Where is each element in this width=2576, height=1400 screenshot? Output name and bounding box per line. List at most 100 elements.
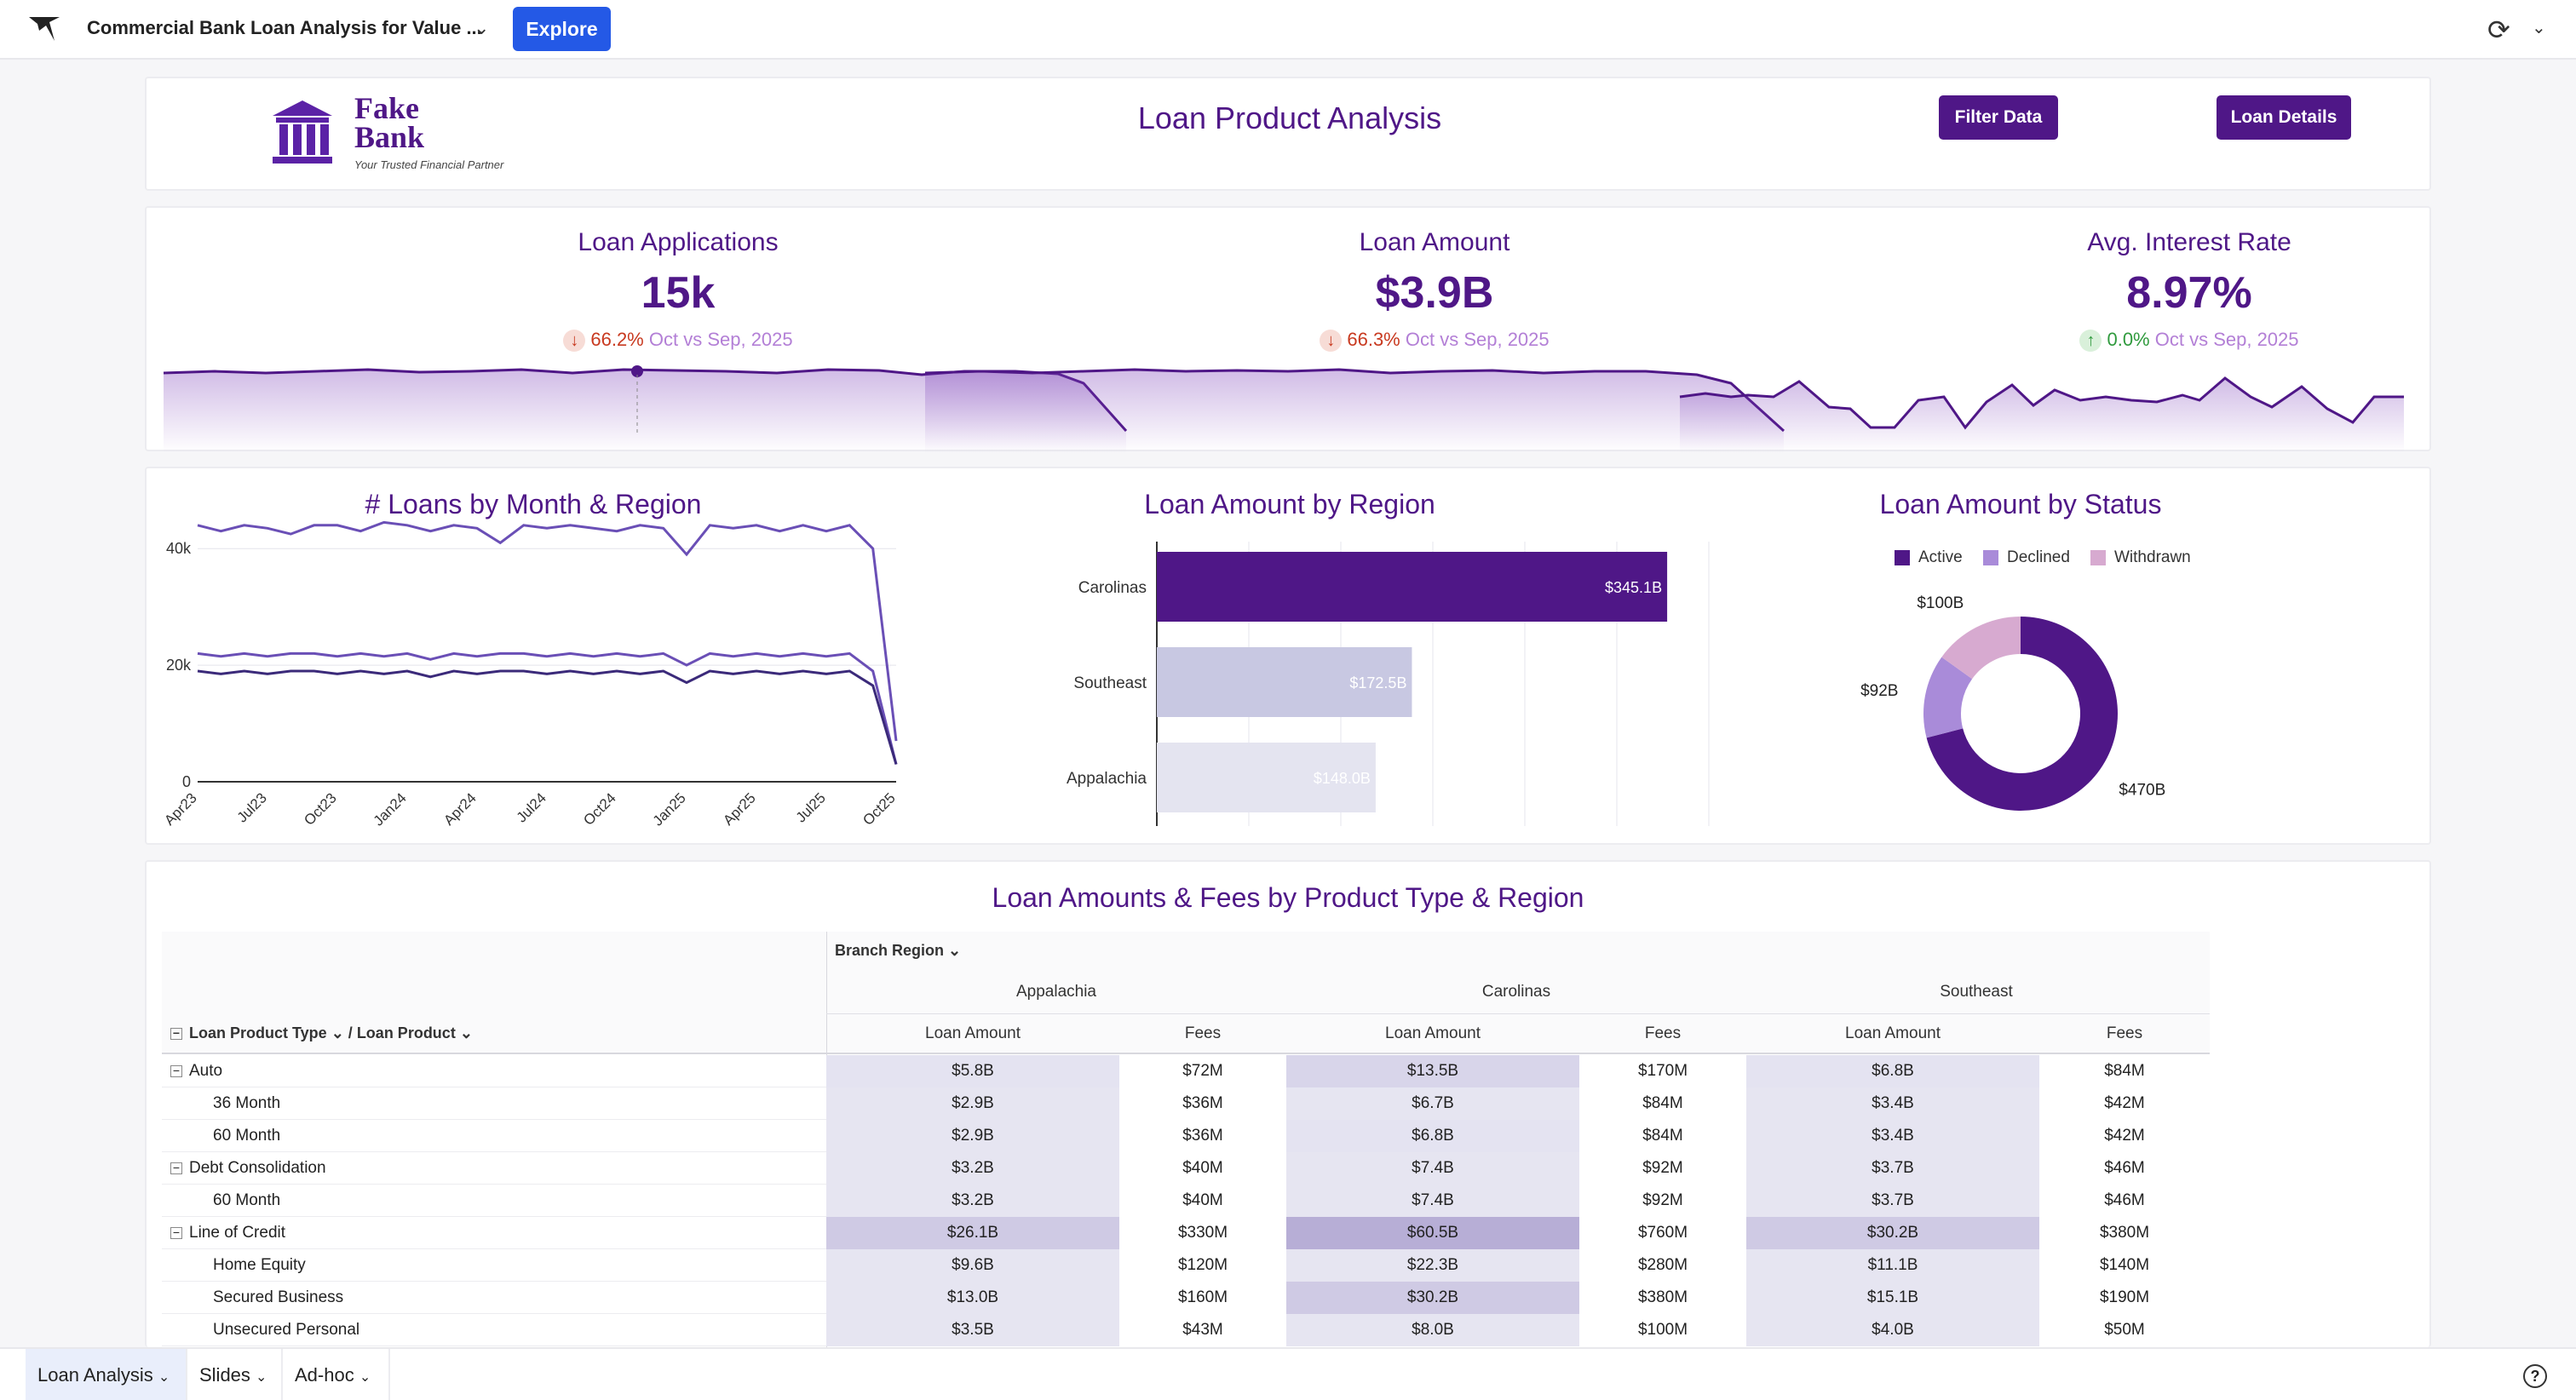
table-cell[interactable]: $36M (1119, 1087, 1286, 1120)
table-cell[interactable]: $760M (1579, 1217, 1746, 1249)
row-label[interactable]: − Line of Credit (170, 1217, 285, 1249)
table-cell[interactable]: $7.4B (1286, 1152, 1579, 1185)
data-label: $470B (2119, 781, 2165, 799)
table-cell[interactable]: $2.9B (826, 1087, 1119, 1120)
app-logo-icon[interactable] (26, 12, 63, 46)
chevron-down-icon[interactable]: ⌄ (474, 17, 490, 38)
collapse-icon[interactable]: − (170, 1162, 182, 1174)
collapse-icon[interactable]: − (170, 1226, 182, 1239)
kpi-sparkline-area (1680, 378, 2404, 453)
table-cell[interactable]: $3.7B (1746, 1152, 2039, 1185)
table-cell[interactable]: $380M (1579, 1282, 1746, 1314)
table-cell[interactable]: $7.4B (1286, 1185, 1579, 1217)
table-cell[interactable]: $26.1B (826, 1217, 1119, 1249)
table-cell[interactable]: $3.4B (1746, 1120, 2039, 1152)
table-cell[interactable]: $190M (2039, 1282, 2210, 1314)
table-cell[interactable]: $6.7B (1286, 1087, 1579, 1120)
row-label[interactable]: Home Equity (213, 1256, 306, 1274)
kpi-title: Loan Applications (578, 228, 779, 256)
legend-item-withdrawn[interactable]: Withdrawn (2090, 548, 2191, 567)
kpi-change: ↓ 66.2% Oct vs Sep, 2025 (380, 329, 976, 353)
row-header-product-type[interactable]: − Loan Product Type ⌄ / Loan Product ⌄ (170, 1024, 473, 1042)
table-cell[interactable]: $13.5B (1286, 1055, 1579, 1087)
tab-loan-analysis[interactable]: Loan Analysis ⌄ (26, 1349, 187, 1400)
collapse-icon[interactable]: − (170, 1027, 182, 1041)
legend-item-declined[interactable]: Declined (1983, 548, 2070, 567)
table-cell[interactable]: $43M (1119, 1314, 1286, 1346)
table-cell[interactable]: $15.1B (1746, 1282, 2039, 1314)
column-group-header[interactable]: Branch Region ⌄ (835, 942, 962, 959)
legend-item-active[interactable]: Active (1895, 548, 1963, 567)
region-bar-chart[interactable]: Carolinas $345.1B Southeast $172.5B Appalach… (913, 468, 1765, 846)
table-cell[interactable]: $30.2B (1746, 1217, 2039, 1249)
row-label[interactable]: Unsecured Personal (213, 1321, 360, 1339)
kpi-sparkline-line (1679, 376, 2404, 430)
table-cell[interactable]: $380M (2039, 1217, 2210, 1249)
table-cell[interactable]: $170M (1579, 1055, 1746, 1087)
refresh-icon[interactable]: ⟳ (2487, 14, 2510, 45)
table-cell[interactable]: $140M (2039, 1249, 2210, 1282)
chart-title: # Loans by Month & Region (365, 489, 702, 519)
tab-ad-hoc[interactable]: Ad-hoc ⌄ (283, 1349, 390, 1400)
loans-line-chart[interactable]: 0 20k 40k Apr23 Jul23 Oct23 Jan24 Apr24 Jul24 Oct… (147, 468, 913, 846)
table-cell[interactable]: $46M (2039, 1185, 2210, 1217)
kpi-value: $3.9B (1375, 268, 1494, 318)
table-cell[interactable]: $84M (1579, 1120, 1746, 1152)
table-cell[interactable]: $84M (1579, 1087, 1746, 1120)
table-cell[interactable]: $50M (2039, 1314, 2210, 1346)
explore-button[interactable]: Explore (513, 7, 611, 51)
table-cell[interactable]: $13.0B (826, 1282, 1119, 1314)
row-label[interactable]: 60 Month (213, 1191, 281, 1209)
table-cell[interactable]: $72M (1119, 1055, 1286, 1087)
region-header: Appalachia (1015, 983, 1097, 1001)
table-cell[interactable]: $40M (1119, 1185, 1286, 1217)
table-cell[interactable]: $4.0B (1746, 1314, 2039, 1346)
table-cell[interactable]: $8.0B (1286, 1314, 1579, 1346)
loan-details-button[interactable]: Loan Details (2217, 95, 2351, 140)
table-cell[interactable]: $30.2B (1286, 1282, 1579, 1314)
row-label[interactable]: 60 Month (213, 1127, 281, 1145)
row-label[interactable]: 36 Month (213, 1094, 281, 1112)
table-cell[interactable]: $46M (2039, 1152, 2210, 1185)
table-cell[interactable]: $120M (1119, 1249, 1286, 1282)
table-cell[interactable]: $42M (2039, 1087, 2210, 1120)
table-cell[interactable]: $40M (1119, 1152, 1286, 1185)
tab-slides[interactable]: Slides ⌄ (187, 1349, 283, 1400)
table-cell[interactable]: $22.3B (1286, 1249, 1579, 1282)
table-cell[interactable]: $100M (1579, 1314, 1746, 1346)
measure-header: Fees (2106, 1024, 2143, 1042)
table-cell[interactable]: $3.5B (826, 1314, 1119, 1346)
table-cell[interactable]: $3.4B (1746, 1087, 2039, 1120)
table-cell[interactable]: $6.8B (1746, 1055, 2039, 1087)
row-label[interactable]: − Debt Consolidation (170, 1152, 326, 1185)
help-icon[interactable]: ? (2523, 1364, 2547, 1388)
kpi-title: Loan Amount (1359, 228, 1510, 256)
table-cell[interactable]: $9.6B (826, 1249, 1119, 1282)
filter-data-button[interactable]: Filter Data (1939, 95, 2058, 140)
table-cell[interactable]: $280M (1579, 1249, 1746, 1282)
table-cell[interactable]: $11.1B (1746, 1249, 2039, 1282)
table-cell[interactable]: $160M (1119, 1282, 1286, 1314)
chevron-down-icon[interactable]: ⌄ (2532, 19, 2546, 37)
table-cell[interactable]: $5.8B (826, 1055, 1119, 1087)
table-cell[interactable]: $330M (1119, 1217, 1286, 1249)
table-cell[interactable]: $36M (1119, 1120, 1286, 1152)
table-cell[interactable]: $3.7B (1746, 1185, 2039, 1217)
collapse-icon[interactable]: − (170, 1064, 182, 1077)
table-cell[interactable]: $6.8B (1286, 1120, 1579, 1152)
table-cell[interactable]: $42M (2039, 1120, 2210, 1152)
table-cell[interactable]: $3.2B (826, 1185, 1119, 1217)
measure-header: Loan Amount (925, 1024, 1021, 1042)
chevron-down-icon[interactable]: ⌄ (948, 942, 962, 959)
row-label[interactable]: Secured Business (213, 1288, 344, 1306)
table-cell[interactable]: $2.9B (826, 1120, 1119, 1152)
status-donut-chart[interactable]: $470B $92B $100B (1850, 588, 2191, 843)
x-tick-label: Jul23 (234, 789, 270, 825)
row-label[interactable]: − Auto (170, 1055, 222, 1087)
table-cell[interactable]: $92M (1579, 1152, 1746, 1185)
table-cell[interactable]: $84M (2039, 1055, 2210, 1087)
workbook-title[interactable]: Commercial Bank Loan Analysis for Value … (87, 17, 482, 38)
table-cell[interactable]: $60.5B (1286, 1217, 1579, 1249)
table-cell[interactable]: $3.2B (826, 1152, 1119, 1185)
table-cell[interactable]: $92M (1579, 1185, 1746, 1217)
